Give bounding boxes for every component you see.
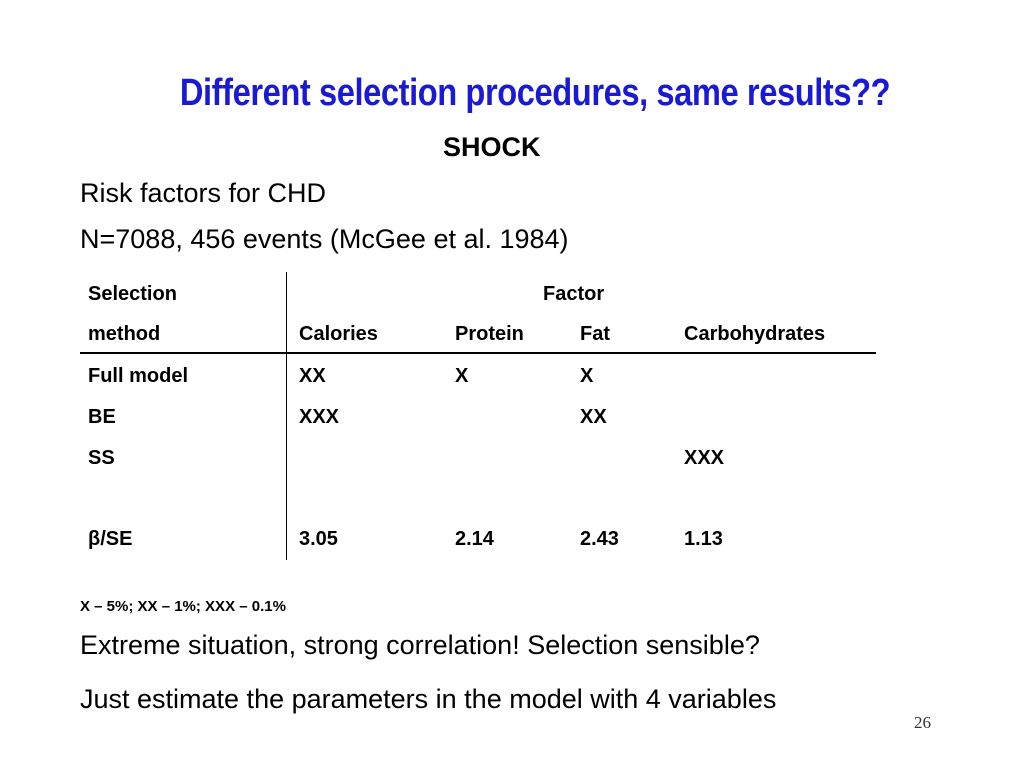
table-cell: XX — [580, 406, 607, 428]
table-header-method: method — [88, 323, 161, 345]
table-row-label-be: BE — [88, 406, 116, 428]
text-line-risk-factors: Risk factors for CHD — [80, 178, 327, 208]
table-header-carbohydrates: Carbohydrates — [684, 323, 826, 345]
table-cell: XX — [299, 365, 326, 387]
table-cell: XXX — [299, 406, 340, 428]
table-cell: X — [455, 365, 469, 387]
table-header-selection: Selection — [88, 283, 177, 305]
table-row-label-ss: SS — [88, 447, 115, 469]
table-cell: 2.43 — [580, 528, 619, 550]
table-row-label-beta-se: β/SE — [88, 528, 133, 550]
slide-subtitle: SHOCK — [443, 132, 541, 162]
table-cell: 3.05 — [299, 528, 338, 550]
table-header-rule — [80, 352, 876, 354]
text-line-estimate-parameters: Just estimate the parameters in the mode… — [80, 684, 777, 714]
factor-table: Selection Factor method Calories Protein… — [80, 272, 876, 562]
text-line-sample-size: N=7088, 456 events (McGee et al. 1984) — [80, 224, 569, 254]
table-row-label-full-model: Full model — [88, 365, 188, 387]
table-header-fat: Fat — [580, 323, 610, 345]
table-vertical-rule — [286, 272, 287, 560]
table-cell: X — [580, 365, 594, 387]
table-header-factor: Factor — [543, 283, 605, 305]
page-number: 26 — [914, 713, 931, 732]
significance-footnote: X – 5%; XX – 1%; XXX – 0.1% — [80, 598, 286, 615]
text-line-extreme-situation: Extreme situation, strong correlation! S… — [80, 630, 760, 660]
slide-title: Different selection procedures, same res… — [179, 72, 891, 114]
table-header-calories: Calories — [299, 323, 378, 345]
table-cell: XXX — [684, 447, 725, 469]
table-cell: 2.14 — [455, 528, 494, 550]
table-header-protein: Protein — [455, 323, 524, 345]
table-cell: 1.13 — [684, 528, 723, 550]
